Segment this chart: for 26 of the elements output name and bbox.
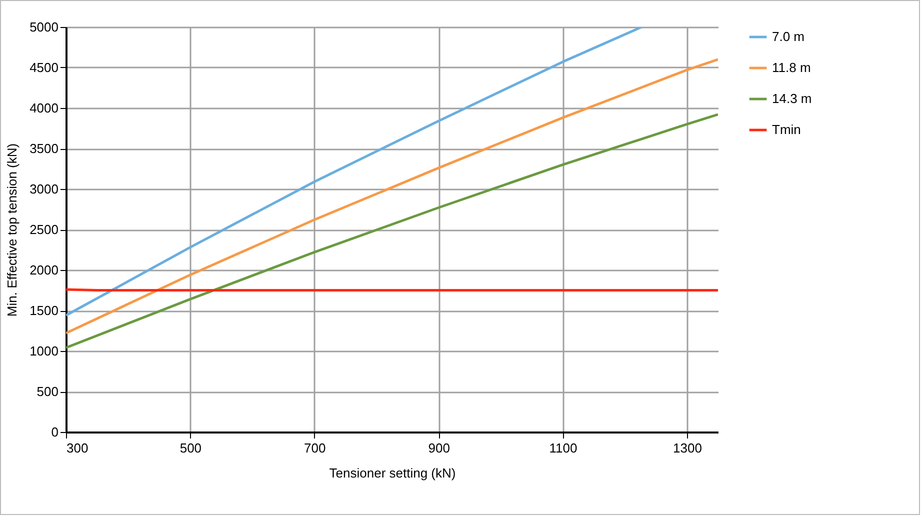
legend-label: 11.8 m <box>772 60 811 75</box>
x-tick-label: 700 <box>304 440 326 456</box>
y-tick-label: 4000 <box>30 100 58 116</box>
y-tick-label: 5000 <box>30 20 58 34</box>
y-tick-label: 3000 <box>30 182 58 196</box>
x-tick-label: 1100 <box>549 440 578 456</box>
x-tick-label: 1300 <box>672 440 702 456</box>
legend-label: 7.0 m <box>772 29 805 44</box>
y-tick-label: 4500 <box>30 60 58 75</box>
x-axis-title: Tensioner setting (kN) <box>329 466 456 480</box>
legend-label: Tmin <box>772 122 801 137</box>
y-tick-label: 3500 <box>30 141 58 156</box>
x-tick-label: 300 <box>66 440 88 456</box>
y-tick-label: 1000 <box>30 344 58 358</box>
x-tick-label: 900 <box>428 440 450 456</box>
y-tick-label: 1500 <box>30 303 58 318</box>
legend-label: 14.3 m <box>772 91 812 106</box>
y-axis-title: Min. Effective top tension (kN) <box>4 143 20 317</box>
y-tick-label: 2000 <box>30 262 58 278</box>
line-series <box>66 27 643 317</box>
line-series <box>66 113 718 350</box>
line-series <box>66 58 718 334</box>
y-tick-label: 2500 <box>30 222 58 237</box>
y-tick-label: 0 <box>51 424 58 440</box>
x-tick-label: 500 <box>180 440 202 456</box>
y-tick-label: 500 <box>36 384 58 399</box>
